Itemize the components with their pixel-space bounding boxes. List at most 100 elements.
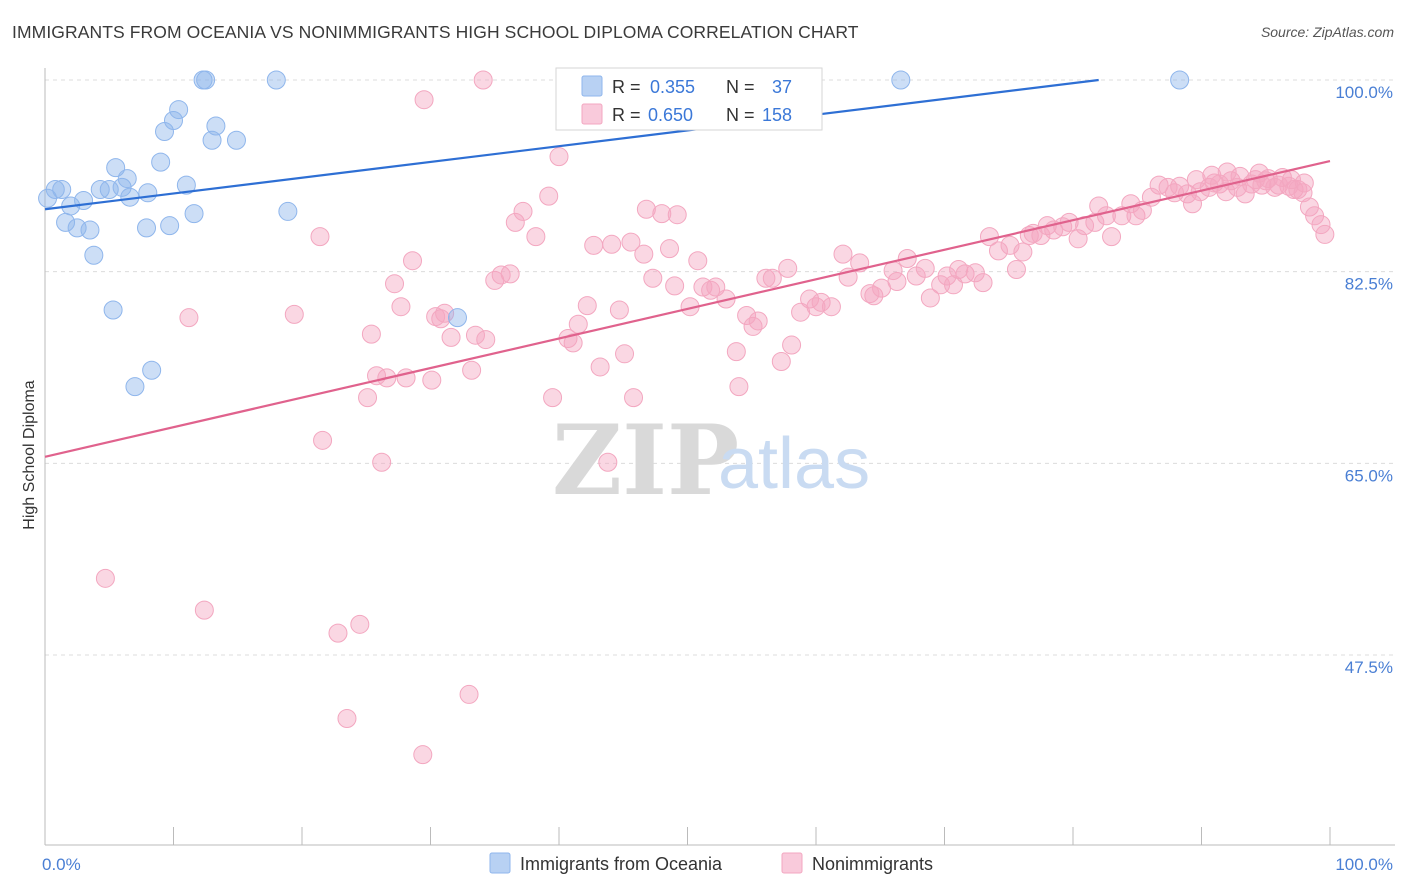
point-nonimmigrants-6 (328, 623, 348, 643)
point-oceania-11 (103, 300, 123, 320)
y-axis-title: High School Diploma (21, 380, 38, 530)
point-oceania-29 (202, 130, 222, 150)
point-nonimmigrants-0 (95, 568, 115, 588)
legend-r-value-nonimmigrants: 0.650 (648, 105, 693, 125)
trend-lines (44, 78, 1331, 458)
point-nonimmigrants-75 (800, 289, 820, 309)
point-nonimmigrants-38 (549, 147, 569, 167)
point-oceania-6 (74, 190, 94, 210)
point-nonimmigrants-131 (1216, 182, 1236, 202)
point-nonimmigrants-45 (598, 452, 618, 472)
point-nonimmigrants-157 (1281, 170, 1301, 190)
point-oceania-31 (226, 130, 246, 150)
nonimmigrants-points (95, 70, 1335, 765)
correlation-legend: R = 0.355 N = 37 R = 0.650 N = 158 (555, 67, 823, 131)
legend-swatch-nonimmigrants (581, 103, 603, 125)
point-nonimmigrants-23 (435, 303, 455, 323)
point-nonimmigrants-8 (350, 614, 370, 634)
point-nonimmigrants-74 (791, 302, 811, 322)
point-nonimmigrants-134 (1235, 184, 1255, 204)
legend-n-label-nonimmigrants: N = (726, 105, 755, 125)
point-oceania-7 (80, 220, 100, 240)
watermark: ZIP atlas (552, 404, 870, 517)
x-tick-label-0: 0.0% (42, 855, 81, 874)
point-nonimmigrants-1 (179, 308, 199, 328)
point-oceania-18 (138, 183, 158, 203)
gridlines (45, 79, 1395, 656)
legend-swatch-oceania (581, 75, 603, 97)
point-nonimmigrants-54 (652, 204, 672, 224)
legend-r-label-oceania: R = (612, 77, 641, 97)
point-nonimmigrants-41 (568, 314, 588, 334)
point-nonimmigrants-43 (584, 235, 604, 255)
bottom-legend-label-nonimmigrants: Nonimmigrants (812, 854, 933, 874)
point-nonimmigrants-26 (462, 360, 482, 380)
x-tick-label-1: 100.0% (1335, 855, 1393, 874)
point-nonimmigrants-20 (422, 370, 442, 390)
point-nonimmigrants-42 (577, 296, 597, 316)
point-nonimmigrants-44 (590, 357, 610, 377)
point-nonimmigrants-57 (667, 205, 687, 225)
point-nonimmigrants-68 (748, 311, 768, 331)
point-nonimmigrants-62 (706, 277, 726, 297)
point-nonimmigrants-56 (665, 276, 685, 296)
point-oceania-1 (45, 180, 65, 200)
point-nonimmigrants-59 (688, 251, 708, 271)
point-nonimmigrants-48 (615, 344, 635, 364)
point-nonimmigrants-10 (361, 324, 381, 344)
point-nonimmigrants-70 (762, 268, 782, 288)
chart-title: IMMIGRANTS FROM OCEANIA VS NONIMMIGRANTS… (12, 22, 859, 42)
point-oceania-14 (117, 169, 137, 189)
point-oceania-8 (84, 245, 104, 265)
point-nonimmigrants-5 (313, 430, 333, 450)
point-oceania-22 (160, 216, 180, 236)
point-nonimmigrants-37 (543, 388, 563, 408)
point-nonimmigrants-17 (403, 251, 423, 271)
y-tick-label-3: 100.0% (1335, 83, 1393, 102)
point-nonimmigrants-33 (505, 212, 525, 232)
bottom-legend-swatch-oceania (489, 852, 511, 874)
legend-n-value-oceania: 37 (772, 77, 792, 97)
tick-labels: 47.5% 65.0% 82.5% 100.0% 0.0% 100.0% (42, 83, 1393, 874)
legend-n-label-oceania: N = (726, 77, 755, 97)
point-nonimmigrants-55 (660, 239, 680, 259)
point-oceania-36 (1170, 70, 1190, 90)
trend-line-oceania (44, 78, 1099, 211)
point-oceania-16 (125, 377, 145, 397)
point-nonimmigrants-96 (965, 263, 985, 283)
point-nonimmigrants-66 (737, 305, 757, 325)
point-nonimmigrants-24 (441, 327, 461, 347)
point-nonimmigrants-148 (1315, 224, 1335, 244)
point-nonimmigrants-3 (284, 304, 304, 324)
y-tick-label-2: 82.5% (1345, 275, 1393, 294)
point-oceania-26 (184, 204, 204, 224)
point-nonimmigrants-153 (1217, 162, 1237, 182)
point-nonimmigrants-155 (1186, 170, 1206, 190)
point-nonimmigrants-145 (1299, 197, 1319, 217)
point-nonimmigrants-95 (955, 264, 975, 284)
bottom-legend-swatch-nonimmigrants (781, 852, 803, 874)
point-nonimmigrants-40 (563, 333, 583, 353)
point-nonimmigrants-7 (337, 709, 357, 729)
point-nonimmigrants-28 (473, 70, 493, 90)
point-nonimmigrants-97 (973, 273, 993, 293)
point-oceania-13 (112, 177, 132, 197)
point-nonimmigrants-67 (743, 316, 763, 336)
point-nonimmigrants-12 (372, 452, 392, 472)
point-nonimmigrants-78 (821, 297, 841, 317)
point-nonimmigrants-35 (526, 227, 546, 247)
point-nonimmigrants-79 (833, 244, 853, 264)
point-nonimmigrants-50 (624, 388, 644, 408)
point-nonimmigrants-73 (782, 335, 802, 355)
point-oceania-32 (266, 70, 286, 90)
point-nonimmigrants-22 (431, 309, 451, 329)
point-nonimmigrants-90 (920, 288, 940, 308)
y-tick-label-1: 65.0% (1345, 466, 1393, 485)
point-oceania-34 (447, 308, 467, 328)
point-nonimmigrants-27 (465, 325, 485, 345)
point-nonimmigrants-19 (414, 90, 434, 110)
y-tick-label-0: 47.5% (1345, 658, 1393, 677)
point-nonimmigrants-32 (500, 264, 520, 284)
point-nonimmigrants-69 (756, 268, 776, 288)
point-nonimmigrants-25 (459, 684, 479, 704)
